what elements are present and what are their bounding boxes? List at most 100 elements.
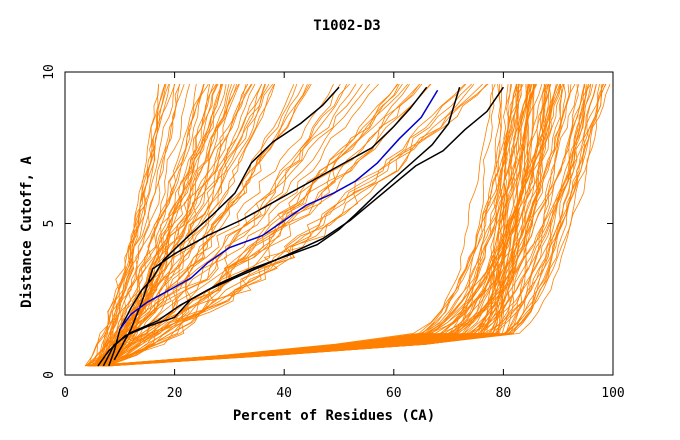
- background-model-curve: [91, 83, 266, 367]
- background-model-curve: [93, 84, 495, 367]
- background-model-curve: [105, 83, 379, 367]
- background-model-curve: [94, 84, 600, 367]
- background-model-curve: [102, 84, 221, 367]
- background-model-curve: [105, 83, 605, 367]
- background-model-curve: [86, 83, 310, 367]
- background-model-curve: [103, 83, 475, 367]
- background-model-curve: [85, 83, 224, 367]
- background-model-curve: [99, 83, 398, 367]
- background-model-curve: [107, 83, 218, 367]
- background-model-curve: [105, 83, 400, 367]
- background-model-curve: [105, 84, 587, 367]
- background-model-curve: [99, 83, 170, 367]
- x-tick-label: 80: [496, 386, 512, 401]
- background-model-curve: [93, 83, 543, 367]
- background-model-curve: [99, 83, 274, 367]
- background-model-curve: [94, 83, 204, 367]
- chart-title: T1002-D3: [313, 18, 380, 34]
- background-model-curve: [106, 83, 496, 367]
- background-model-curve: [101, 83, 537, 367]
- background-model-curve: [89, 84, 513, 367]
- background-model-curve: [110, 83, 533, 367]
- background-model-curve: [90, 84, 597, 367]
- x-tick-label: 20: [167, 386, 183, 401]
- background-model-curve: [109, 84, 520, 367]
- background-model-curve: [102, 83, 592, 367]
- background-model-curve: [94, 84, 170, 367]
- background-model-curve: [103, 83, 564, 367]
- background-model-curves: [84, 83, 611, 367]
- background-model-curve: [100, 83, 275, 367]
- background-model-curve: [108, 83, 520, 367]
- background-model-curve: [89, 83, 589, 367]
- background-model-curve: [93, 83, 166, 367]
- model-blue-line: [119, 89, 439, 331]
- background-model-curve: [92, 83, 190, 367]
- background-model-curve: [103, 83, 489, 367]
- background-model-curve: [95, 83, 262, 367]
- background-model-curve: [94, 83, 606, 367]
- background-model-curve: [107, 84, 588, 367]
- background-model-curve: [105, 83, 487, 367]
- x-tick-label: 40: [276, 386, 292, 401]
- model-black-1-line: [108, 86, 340, 367]
- background-model-curve: [102, 84, 585, 367]
- background-model-curve: [102, 84, 561, 367]
- y-axis-label: Distance Cutoff, A: [19, 156, 35, 308]
- background-model-curve: [100, 84, 567, 367]
- y-axis-ticks: 0 5 10: [42, 64, 613, 379]
- background-model-curve: [104, 83, 549, 367]
- background-model-curve: [95, 84, 175, 367]
- background-model-curve: [101, 84, 180, 367]
- background-model-curve: [107, 83, 558, 367]
- background-model-curve: [95, 83, 558, 367]
- background-model-curve: [92, 83, 431, 367]
- background-model-curve: [97, 84, 159, 367]
- background-model-curve: [90, 84, 603, 367]
- background-model-curve: [90, 83, 548, 367]
- background-model-curve: [90, 83, 308, 367]
- highlighted-model-curves: [97, 86, 505, 367]
- background-model-curve: [102, 83, 467, 367]
- background-model-curve: [105, 83, 399, 367]
- background-model-curve: [91, 83, 304, 367]
- background-model-curve: [105, 83, 298, 367]
- background-model-curve: [91, 83, 409, 367]
- x-tick-label: 100: [601, 386, 624, 401]
- background-model-curve: [89, 83, 371, 367]
- x-axis-ticks: 0 20 40 60 80 100: [61, 72, 625, 401]
- background-model-curve: [103, 84, 522, 367]
- background-model-curve: [94, 83, 403, 367]
- background-model-curve: [106, 83, 536, 367]
- background-model-curve: [102, 83, 561, 367]
- model-black-4-line: [113, 86, 428, 361]
- background-model-curve: [103, 84, 550, 367]
- background-model-curve: [94, 83, 524, 367]
- y-tick-label: 10: [42, 64, 57, 80]
- y-tick-label: 5: [42, 220, 57, 228]
- background-model-curve: [103, 83, 252, 367]
- background-model-curve: [102, 83, 611, 367]
- background-model-curve: [88, 83, 532, 367]
- background-model-curve: [107, 83, 232, 367]
- x-axis-label: Percent of Residues (CA): [233, 408, 435, 424]
- background-model-curve: [89, 84, 535, 367]
- background-model-curve: [92, 83, 270, 367]
- background-model-curve: [87, 83, 185, 367]
- background-model-curve: [97, 84, 197, 367]
- background-model-curve: [97, 83, 410, 367]
- background-model-curve: [105, 83, 420, 367]
- background-model-curve: [91, 84, 565, 367]
- background-model-curve: [110, 83, 552, 367]
- background-model-curve: [102, 83, 466, 367]
- background-model-curve: [87, 83, 530, 367]
- y-tick-label: 0: [42, 371, 57, 379]
- background-model-curve: [103, 83, 580, 367]
- background-model-curve: [93, 84, 594, 367]
- background-model-curve: [94, 84, 222, 367]
- x-tick-label: 0: [61, 386, 69, 401]
- x-tick-label: 60: [386, 386, 402, 401]
- model-black-3-line: [102, 86, 505, 367]
- background-model-curve: [96, 83, 312, 367]
